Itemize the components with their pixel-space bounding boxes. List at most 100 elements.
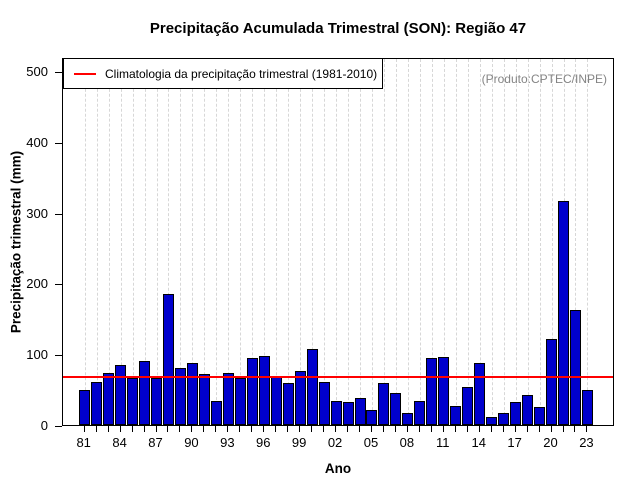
- bar-1996: [258, 356, 270, 425]
- x-tick-1991: [203, 426, 205, 432]
- x-tick-1999: [299, 426, 301, 432]
- x-tick-label-1993: 93: [220, 435, 235, 450]
- x-tick-1986: [143, 426, 145, 432]
- bar-2020: [546, 339, 558, 425]
- x-tick-label-1999: 99: [291, 435, 307, 450]
- legend-label: Climatologia da precipitação trimestral …: [105, 66, 378, 81]
- bar-2004: [354, 398, 366, 425]
- bar-2013: [462, 387, 474, 425]
- bar-1983: [103, 373, 115, 425]
- gridline-2012: [455, 59, 457, 425]
- bar-1984: [115, 365, 127, 425]
- gridline-1997: [276, 59, 278, 425]
- y-tick-200: [55, 284, 62, 285]
- x-tick-2006: [382, 426, 384, 432]
- gridline-2023: [587, 59, 589, 425]
- x-tick-2023: [586, 426, 588, 432]
- gridline-2019: [539, 59, 541, 425]
- x-tick-label-1996: 96: [256, 435, 271, 450]
- gridline-1995: [252, 59, 254, 425]
- x-tick-2013: [466, 426, 468, 432]
- x-tick-1982: [95, 426, 97, 432]
- bar-2019: [534, 407, 546, 425]
- bar-1994: [234, 378, 246, 425]
- gridline-2001: [324, 59, 326, 425]
- x-tick-1985: [131, 426, 133, 432]
- x-tick-1984: [119, 426, 121, 432]
- x-tick-1997: [275, 426, 277, 432]
- gridline-2020: [551, 59, 553, 425]
- y-tick-label-100: 100: [26, 347, 48, 362]
- y-tick-label-200: 200: [26, 276, 48, 291]
- bar-2022: [569, 310, 581, 425]
- x-tick-2012: [454, 426, 456, 432]
- x-tick-2017: [514, 426, 516, 432]
- gridline-2007: [395, 59, 397, 425]
- y-tick-label-300: 300: [26, 206, 48, 221]
- x-tick-label-1990: 90: [184, 435, 199, 450]
- gridline-2011: [443, 59, 445, 425]
- x-tick-2000: [311, 426, 313, 432]
- bar-1998: [282, 383, 294, 425]
- bar-2003: [342, 402, 354, 425]
- gridline-1982: [96, 59, 98, 425]
- bar-2017: [510, 402, 522, 425]
- x-tick-2010: [430, 426, 432, 432]
- bar-2005: [366, 410, 378, 425]
- y-tick-label-400: 400: [26, 135, 48, 150]
- bar-1989: [174, 368, 186, 425]
- x-tick-label-2023: 23: [579, 435, 594, 450]
- x-tick-label-1987: 87: [148, 435, 163, 450]
- y-tick-label-0: 0: [40, 418, 48, 433]
- bar-1999: [294, 371, 306, 425]
- x-tick-label-2011: 11: [436, 435, 450, 450]
- bar-1986: [139, 361, 151, 425]
- bar-1995: [246, 358, 258, 425]
- bar-1992: [210, 401, 222, 425]
- bar-2001: [318, 382, 330, 425]
- product-annotation: (Produto:CPTEC/INPE): [481, 72, 607, 86]
- bar-2015: [486, 417, 498, 425]
- x-axis-title: Ano: [324, 461, 352, 476]
- x-tick-2007: [394, 426, 396, 432]
- x-tick-1987: [155, 426, 157, 432]
- x-tick-1988: [167, 426, 169, 432]
- bar-1991: [198, 374, 210, 425]
- legend-red-line-sample: [74, 72, 96, 75]
- x-tick-2008: [406, 426, 408, 432]
- gridline-2017: [515, 59, 517, 425]
- gridline-1990: [192, 59, 194, 425]
- x-tick-1983: [107, 426, 109, 432]
- x-tick-2020: [550, 426, 552, 432]
- x-tick-1981: [83, 426, 85, 432]
- gridline-1988: [168, 59, 170, 425]
- gridline-2016: [503, 59, 505, 425]
- bar-1981: [79, 390, 91, 425]
- x-tick-1995: [251, 426, 253, 432]
- gridline-1987: [156, 59, 158, 425]
- gridline-1998: [288, 59, 290, 425]
- y-tick-label-500: 500: [26, 64, 48, 79]
- y-tick-500: [55, 72, 62, 73]
- x-tick-2021: [562, 426, 564, 432]
- x-tick-1996: [263, 426, 265, 432]
- gridline-2008: [407, 59, 409, 425]
- legend: Climatologia da precipitação trimestral …: [63, 58, 383, 89]
- bar-2006: [378, 383, 390, 425]
- bar-1993: [222, 373, 234, 425]
- gridline-1984: [120, 59, 122, 425]
- climatology-line: [63, 376, 613, 378]
- x-tick-2016: [502, 426, 504, 432]
- y-tick-400: [55, 143, 62, 144]
- x-tick-1989: [179, 426, 181, 432]
- gridline-1996: [264, 59, 266, 425]
- x-tick-label-1984: 84: [112, 435, 127, 450]
- x-tick-1992: [215, 426, 217, 432]
- bar-1997: [270, 377, 282, 425]
- bar-1985: [127, 378, 139, 425]
- gridline-2009: [419, 59, 421, 425]
- x-tick-2009: [418, 426, 420, 432]
- x-tick-2004: [359, 426, 360, 432]
- bar-1987: [151, 378, 163, 425]
- x-tick-label-2008: 08: [399, 435, 415, 450]
